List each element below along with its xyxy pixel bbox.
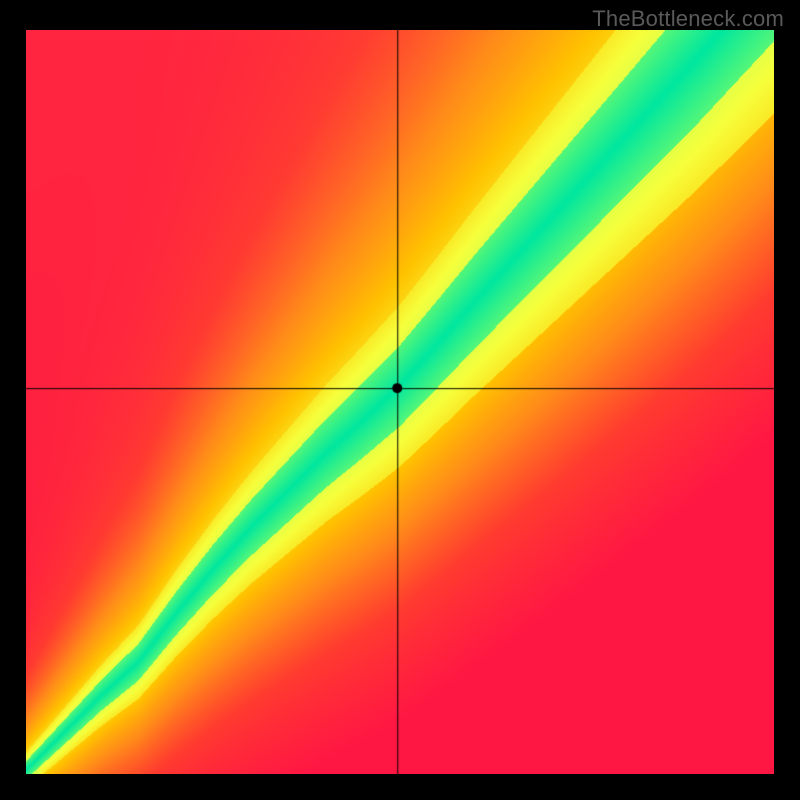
chart-container: TheBottleneck.com (0, 0, 800, 800)
heatmap-plot (26, 30, 774, 774)
watermark-text: TheBottleneck.com (592, 6, 784, 32)
heatmap-canvas (26, 30, 774, 774)
